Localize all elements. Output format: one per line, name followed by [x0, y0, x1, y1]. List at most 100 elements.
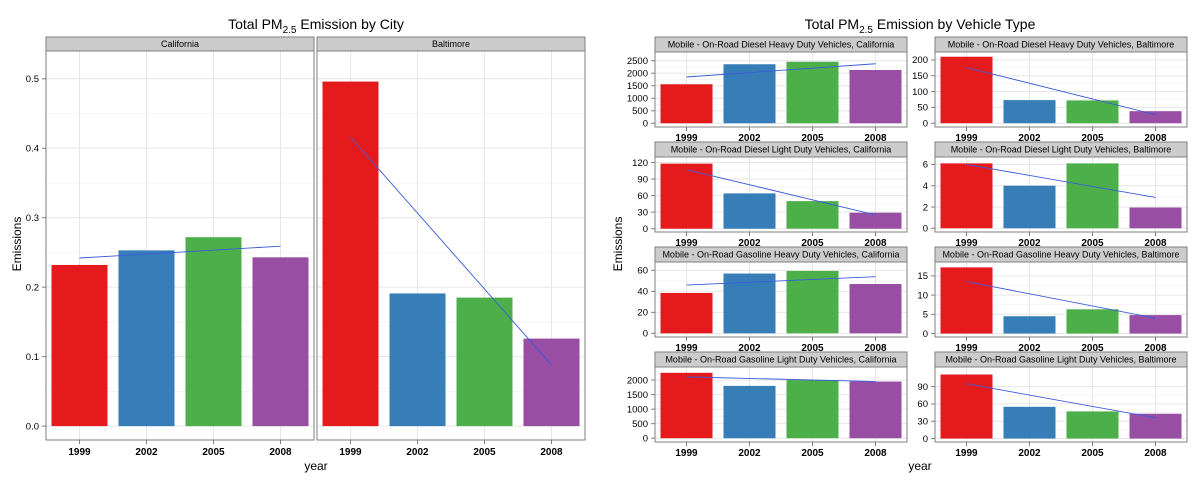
chart1-facet6-strip: [654, 351, 908, 368]
chart0-facet1-bar-1999: [322, 81, 379, 427]
chart1-facet1-ytick-label: 100: [912, 87, 928, 98]
chart1-facet7-ytick-label: 30: [917, 417, 928, 428]
chart1-facet4-bar-2002: [723, 273, 776, 334]
chart1-facet1-strip: [934, 36, 1188, 53]
chart1-facet1-xtick-label: 2008: [1144, 133, 1167, 144]
chart1-facet2-ytick-label: 0: [643, 224, 648, 235]
chart1-facet4-bar-1999: [660, 292, 713, 334]
chart1-facet0-strip: [654, 36, 908, 53]
chart1-facet1-ytick-label: 50: [917, 103, 928, 114]
chart1-facet2-xtick-label: 2005: [801, 238, 824, 249]
chart1-facet0-bar-2005: [786, 61, 839, 124]
chart1-facet5-strip: [934, 246, 1188, 263]
chart1-facet6-bar-2005: [786, 380, 839, 439]
chart0-facet1-bar-2005: [456, 297, 513, 427]
chart1-facet1-bar-2008: [1129, 111, 1182, 124]
chart1-facet0-ytick-label: 0: [643, 119, 648, 130]
chart1-facet2-xtick-label: 2008: [864, 238, 887, 249]
chart1-facet4-ytick-label: 20: [637, 308, 648, 319]
chart0-facet0-ytick-label: 0.4: [26, 144, 39, 155]
chart1-facet4-xtick-label: 2005: [801, 343, 824, 354]
chart0-facet0-bar-2002: [118, 250, 175, 427]
chart1-facet6-bar-2002: [723, 385, 776, 439]
chart1-facet6-xtick-label: 1999: [675, 448, 698, 459]
chart1-facet4-ytick-label: 0: [643, 329, 648, 340]
chart1-facet7-ytick-label: 90: [917, 382, 928, 393]
chart1-facet1-xtick-label: 1999: [955, 133, 978, 144]
right-title-subscript: 2.5: [859, 25, 873, 36]
chart1-facet0-bar-2002: [723, 64, 776, 124]
chart0-facet1-xtick-label: 2002: [406, 447, 429, 458]
chart1-facet5-strip-label: Mobile - On-Road Gasoline Heavy Duty Veh…: [942, 250, 1179, 260]
chart1-facet4-bar-2005: [786, 270, 839, 334]
chart0-facet0-ytick-label: 0.1: [26, 352, 39, 363]
chart1-facet3-xtick-label: 2008: [1144, 238, 1167, 249]
chart1-facet2-xtick-label: 1999: [675, 238, 698, 249]
chart1-facet7-xtick-label: 2002: [1018, 448, 1041, 459]
chart1-facet5-ytick-label: 10: [917, 290, 928, 301]
chart1-facet1-bar-1999: [940, 56, 993, 124]
chart1-facet0-xtick-label: 2002: [738, 133, 761, 144]
chart1-facet0-ytick-label: 1000: [627, 94, 648, 105]
chart1-facet6-ytick-label: 1000: [627, 404, 648, 415]
chart0-facet0-strip: [45, 36, 315, 52]
chart0-facet1-xtick-label: 2008: [540, 447, 563, 458]
chart1-facet0-ytick-label: 2000: [627, 69, 648, 80]
chart0-facet0-xtick-label: 2005: [202, 447, 225, 458]
chart1-facet4-strip-label: Mobile - On-Road Gasoline Heavy Duty Veh…: [662, 250, 899, 260]
chart1-facet7-bar-2008: [1129, 413, 1182, 439]
chart1-facet5-xtick-label: 2008: [1144, 343, 1167, 354]
chart1-facet6-trend-line: [686, 376, 876, 382]
chart1-facet1-strip-label: Mobile - On-Road Diesel Heavy Duty Vehic…: [948, 40, 1175, 50]
chart0-facet0-xtick-label: 2008: [269, 447, 292, 458]
chart0-facet0-ytick-label: 0.3: [26, 213, 39, 224]
chart1-facet5-bar-2002: [1003, 316, 1056, 334]
chart1-facet0-bar-2008: [849, 70, 902, 124]
left-title-subscript: 2.5: [283, 25, 297, 36]
chart1-facet7-bar-2005: [1066, 411, 1119, 439]
chart1-facet7-strip: [934, 351, 1188, 368]
chart1-facet2-strip: [654, 141, 908, 158]
chart1-facet1-trend-line: [966, 67, 1156, 116]
chart1-facet5-ytick-label: 0: [923, 329, 928, 340]
chart1-facet2-ytick-label: 120: [632, 158, 648, 169]
chart1-facet0-xtick-label: 2005: [801, 133, 824, 144]
chart1-facet2-bar-1999: [660, 163, 713, 229]
chart1-facet1-ytick-label: 150: [912, 71, 928, 82]
chart1-facet7-xtick-label: 2005: [1081, 448, 1104, 459]
chart1-facet4-ytick-label: 40: [637, 287, 648, 298]
chart1-facet4-xtick-label: 2002: [738, 343, 761, 354]
chart0-facet1-xtick-label: 2005: [473, 447, 496, 458]
chart1-facet1-bar-2002: [1003, 100, 1056, 124]
chart0-facet1-strip: [316, 36, 586, 52]
chart1-facet1-ytick-label: 200: [912, 55, 928, 66]
chart1-facet0-ytick-label: 500: [632, 106, 648, 117]
chart1-facet4-strip: [654, 246, 908, 263]
chart1-facet0-ytick-label: 1500: [627, 81, 648, 92]
chart1-facet2-bar-2008: [849, 212, 902, 229]
chart1-facet7-xtick-label: 2008: [1144, 448, 1167, 459]
chart1-facet0-xtick-label: 2008: [864, 133, 887, 144]
chart0-facet0-ytick-label: 0.0: [26, 421, 39, 432]
chart1-facet3-bar-2005: [1066, 163, 1119, 229]
chart1-facet4-trend-line: [686, 276, 876, 286]
chart1-facet5-bar-2008: [1129, 315, 1182, 334]
chart1-facet3-ytick-label: 2: [923, 202, 928, 213]
chart1-facet6-ytick-label: 500: [632, 419, 648, 430]
chart1-facet0-bar-1999: [660, 84, 713, 124]
chart1-facet7-xtick-label: 1999: [955, 448, 978, 459]
left-y-axis-title: Emissions: [10, 217, 24, 272]
chart1-facet7-bar-1999: [940, 374, 993, 439]
chart0-facet1-xtick-label: 1999: [339, 447, 362, 458]
chart1-facet3-bar-2008: [1129, 207, 1182, 229]
chart1-facet3-ytick-label: 6: [923, 160, 928, 171]
chart1-facet4-xtick-label: 2008: [864, 343, 887, 354]
chart0-facet0-bar-2008: [252, 257, 309, 427]
chart0-facet0-ytick-label: 0.5: [26, 74, 39, 85]
chart1-facet6-strip-label: Mobile - On-Road Gasoline Light Duty Veh…: [665, 355, 896, 365]
chart1-facet0-strip-label: Mobile - On-Road Diesel Heavy Duty Vehic…: [668, 40, 895, 50]
right-chart-title: Total PM2.5 Emission by Vehicle Type: [805, 16, 1036, 36]
right-x-axis-title: year: [908, 459, 931, 473]
